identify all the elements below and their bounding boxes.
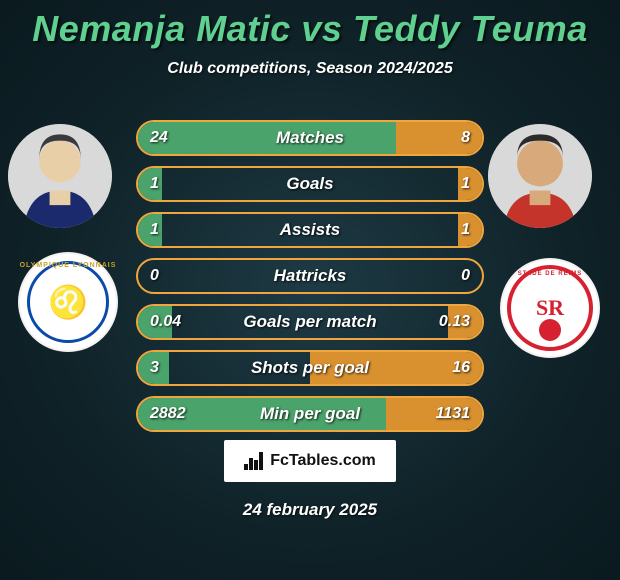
stat-label: Shots per goal xyxy=(251,358,369,378)
brand-badge: FcTables.com xyxy=(224,440,396,482)
stat-row: 3 16 Shots per goal xyxy=(136,350,484,386)
stat-value-left: 0.04 xyxy=(150,313,181,331)
stat-row: 1 1 Assists xyxy=(136,212,484,248)
stat-label: Min per goal xyxy=(260,404,360,424)
stat-value-left: 2882 xyxy=(150,405,186,423)
stat-row: 2882 1131 Min per goal xyxy=(136,396,484,432)
stat-value-right: 1 xyxy=(461,175,470,193)
player1-club-logo: OLYMPIQUE LYONNAIS ♌ xyxy=(18,252,118,352)
player2-club-logo: STADE DE REIMS SR xyxy=(500,258,600,358)
stat-row: 1 1 Goals xyxy=(136,166,484,202)
club2-name-arc: STADE DE REIMS xyxy=(518,271,583,277)
stats-container: 24 8 Matches 1 1 Goals 1 1 Assists 0 0 Hattricks 0.0… xyxy=(136,120,484,442)
lion-icon: ♌ xyxy=(48,286,88,318)
club1-name-arc: OLYMPIQUE LYONNAIS xyxy=(20,262,117,269)
stat-row: 0.04 0.13 Goals per match xyxy=(136,304,484,340)
footer-date: 24 february 2025 xyxy=(0,500,620,520)
stat-value-right: 8 xyxy=(461,129,470,147)
ball-icon xyxy=(539,319,561,341)
stat-label: Hattricks xyxy=(274,266,347,286)
comparison-card: Nemanja Matic vs Teddy Teuma Club compet… xyxy=(0,0,620,580)
stat-label: Goals per match xyxy=(243,312,376,332)
stat-value-left: 3 xyxy=(150,359,159,377)
stat-value-right: 16 xyxy=(452,359,470,377)
player2-avatar xyxy=(488,124,592,228)
stat-value-right: 0.13 xyxy=(439,313,470,331)
bars-icon xyxy=(244,452,264,470)
stat-label: Matches xyxy=(276,128,344,148)
stat-value-right: 1 xyxy=(461,221,470,239)
stat-value-left: 1 xyxy=(150,221,159,239)
stat-value-left: 24 xyxy=(150,129,168,147)
stat-value-left: 0 xyxy=(150,267,159,285)
stat-row: 0 0 Hattricks xyxy=(136,258,484,294)
stat-label: Assists xyxy=(280,220,340,240)
stat-value-right: 1131 xyxy=(436,405,470,423)
person-icon xyxy=(8,124,112,228)
stat-value-left: 1 xyxy=(150,175,159,193)
stat-bar-left xyxy=(138,122,396,154)
person-icon xyxy=(488,124,592,228)
stat-value-right: 0 xyxy=(461,267,470,285)
stat-label: Goals xyxy=(286,174,333,194)
brand-text: FcTables.com xyxy=(270,452,376,470)
player1-avatar xyxy=(8,124,112,228)
page-title: Nemanja Matic vs Teddy Teuma xyxy=(0,0,620,50)
page-subtitle: Club competitions, Season 2024/2025 xyxy=(0,60,620,78)
stat-row: 24 8 Matches xyxy=(136,120,484,156)
club2-monogram: SR xyxy=(536,295,564,321)
